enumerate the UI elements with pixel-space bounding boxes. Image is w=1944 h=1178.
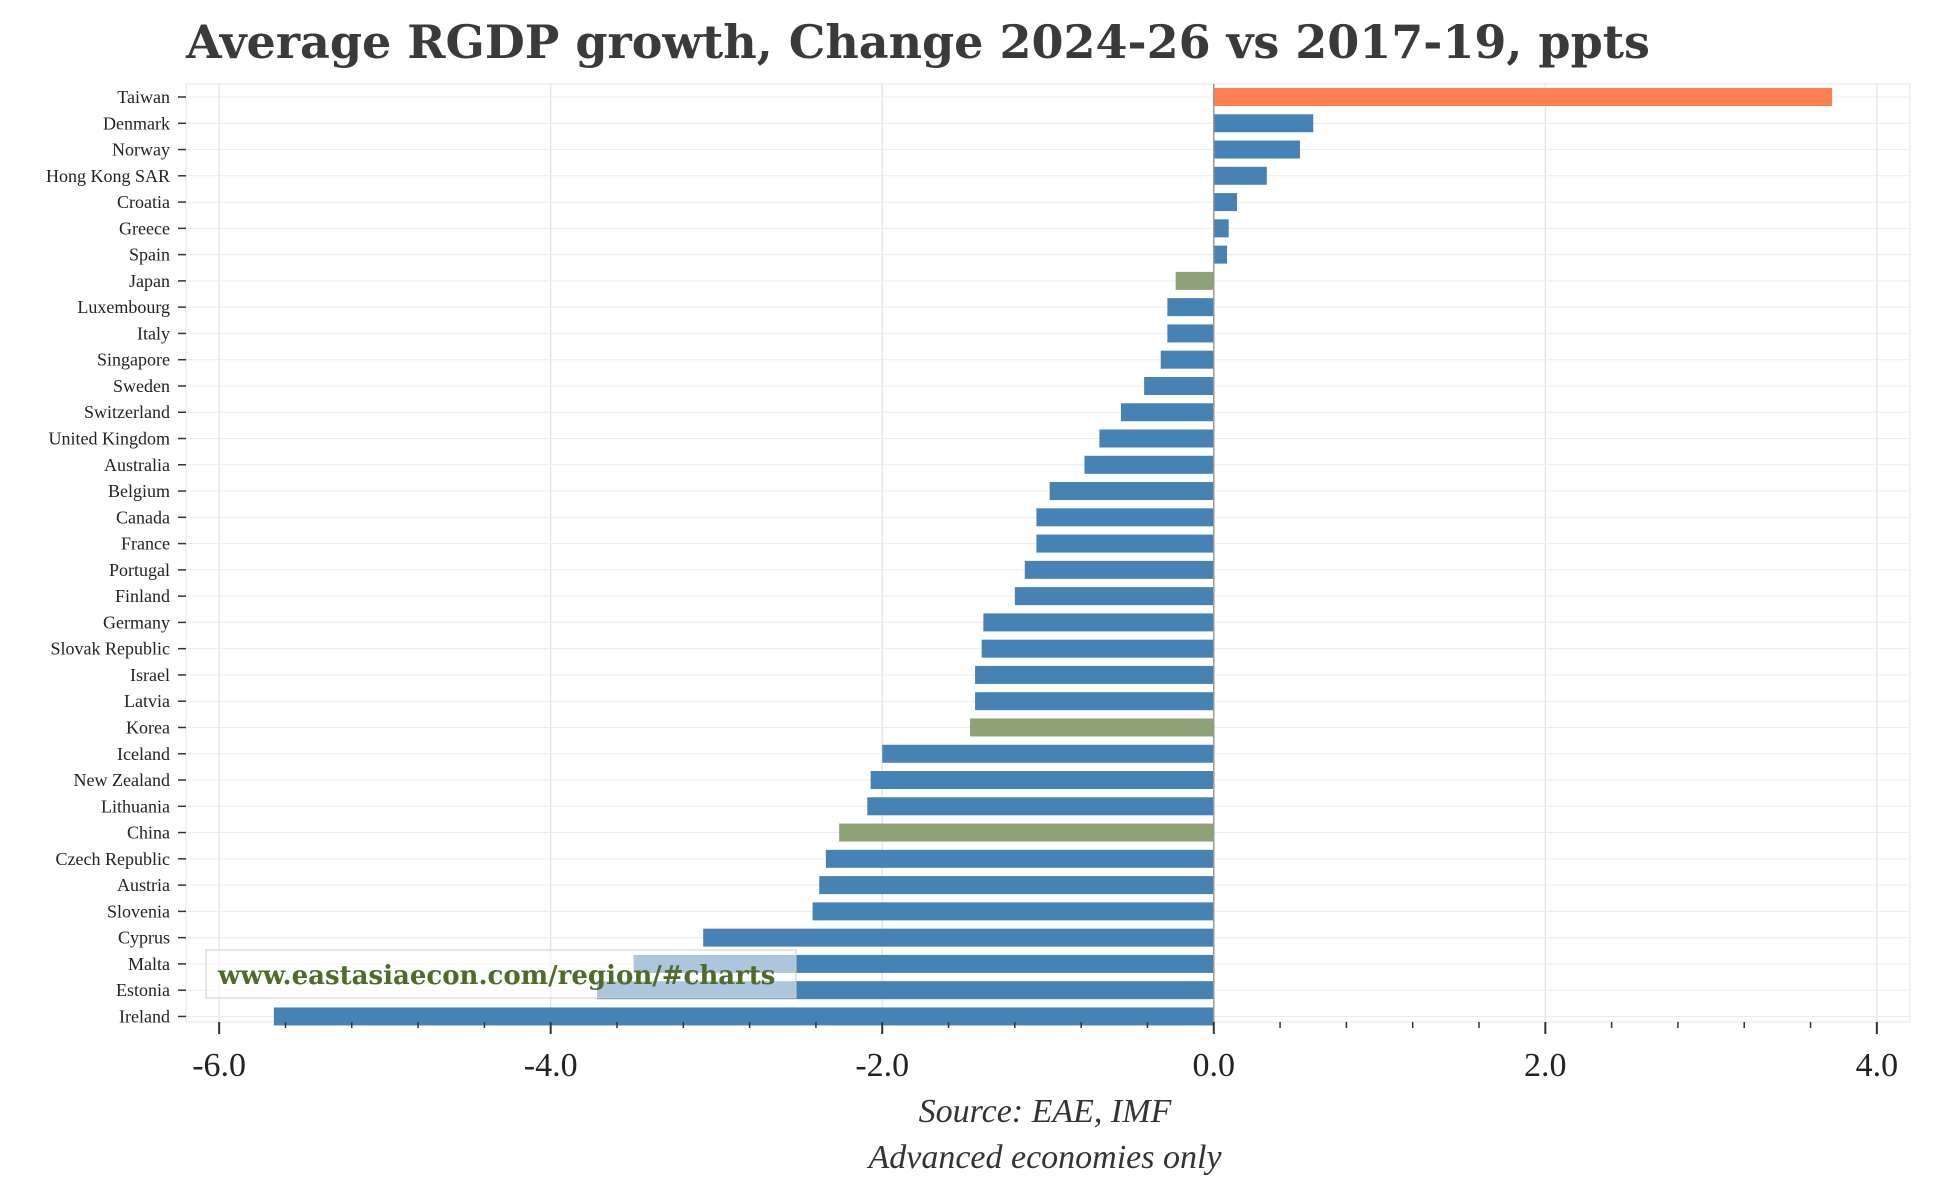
category-label: Croatia [117, 192, 170, 212]
bar-korea [970, 718, 1214, 737]
x-tick-label: 0.0 [1193, 1047, 1236, 1084]
bar-luxembourg [1167, 298, 1214, 317]
bar-austria [819, 876, 1214, 895]
category-label: Denmark [103, 113, 170, 133]
bar-switzerland [1120, 403, 1214, 422]
bar-finland [1014, 587, 1214, 606]
category-label: Belgium [108, 481, 170, 501]
category-label: Switzerland [84, 402, 170, 422]
bar-ireland [273, 1007, 1214, 1026]
note-caption: Advanced economies only [866, 1139, 1222, 1176]
category-label: Hong Kong SAR [46, 166, 170, 186]
chart-title: Average RGDP growth, Change 2024-26 vs 2… [185, 15, 1650, 69]
bar-sweden [1144, 376, 1214, 395]
bar-iceland [882, 744, 1214, 763]
bar-new-zealand [870, 771, 1214, 790]
category-label: Taiwan [117, 87, 170, 107]
bar-spain [1213, 245, 1228, 264]
x-tick-label: -6.0 [192, 1047, 246, 1084]
category-label: Lithuania [101, 796, 170, 816]
category-label: Norway [112, 140, 170, 160]
bar-portugal [1024, 560, 1214, 579]
category-label: Cyprus [118, 928, 170, 948]
category-label: Greece [119, 218, 170, 238]
category-label: Malta [128, 954, 170, 974]
category-label: Czech Republic [56, 849, 170, 869]
bar-cyprus [703, 928, 1214, 947]
bar-croatia [1213, 193, 1237, 212]
category-label: Slovak Republic [51, 639, 171, 659]
category-label: Korea [126, 717, 170, 737]
category-label: Austria [117, 875, 170, 895]
category-label: United Kingdom [49, 429, 171, 449]
bar-israel [975, 665, 1214, 684]
category-label: Slovenia [107, 901, 170, 921]
source-caption: Source: EAE, IMF [919, 1093, 1173, 1130]
bar-lithuania [867, 797, 1214, 816]
bar-china [839, 823, 1214, 842]
watermark-text: www.eastasiaecon.com/region/#charts [217, 961, 775, 991]
bar-germany [983, 613, 1214, 632]
category-label: Sweden [113, 376, 170, 396]
bar-denmark [1213, 114, 1314, 133]
bar-singapore [1160, 350, 1214, 369]
bar-slovenia [812, 902, 1214, 921]
bar-france [1036, 534, 1214, 553]
watermark: www.eastasiaecon.com/region/#charts [205, 949, 797, 999]
category-label: Ireland [119, 1006, 170, 1026]
category-label: Estonia [116, 980, 170, 1000]
bar-slovak-republic [981, 639, 1214, 658]
bar-belgium [1049, 482, 1214, 501]
bar-united-kingdom [1099, 429, 1214, 448]
category-label: Italy [137, 323, 170, 343]
bar-czech-republic [825, 849, 1214, 868]
category-label: Finland [115, 586, 170, 606]
bar-australia [1084, 455, 1214, 474]
category-label: Israel [130, 665, 170, 685]
category-label: Latvia [124, 691, 170, 711]
category-label: Iceland [117, 744, 170, 764]
bar-latvia [975, 692, 1214, 711]
category-labels: Taiwan Denmark Norway Hong Kong SAR Croatia G… [46, 87, 186, 1026]
category-label: Canada [116, 507, 170, 527]
category-label: Japan [129, 271, 170, 291]
category-label: Singapore [97, 350, 170, 370]
watermark-box [205, 949, 797, 999]
x-tick-label: 2.0 [1524, 1047, 1567, 1084]
x-axis: -6.0 -4.0 -2.0 0.0 2.0 4.0 [192, 1022, 1898, 1084]
x-tick-label: -4.0 [524, 1047, 578, 1084]
bar-japan [1175, 271, 1214, 290]
bar-hong-kong-sar [1213, 166, 1267, 185]
category-label: Spain [129, 245, 170, 265]
category-label: Australia [104, 455, 170, 475]
category-label: Portugal [109, 560, 170, 580]
bar-norway [1213, 140, 1300, 159]
x-tick-label: 4.0 [1856, 1047, 1899, 1084]
x-tick-label: -2.0 [855, 1047, 909, 1084]
category-label: New Zealand [74, 770, 170, 790]
bar-italy [1167, 324, 1214, 343]
category-label: Luxembourg [77, 297, 170, 317]
category-label: Germany [103, 612, 170, 632]
category-label: China [127, 823, 170, 843]
category-label: France [121, 534, 170, 554]
bar-greece [1213, 219, 1229, 238]
bar-canada [1036, 508, 1214, 527]
bar-taiwan [1213, 88, 1833, 106]
